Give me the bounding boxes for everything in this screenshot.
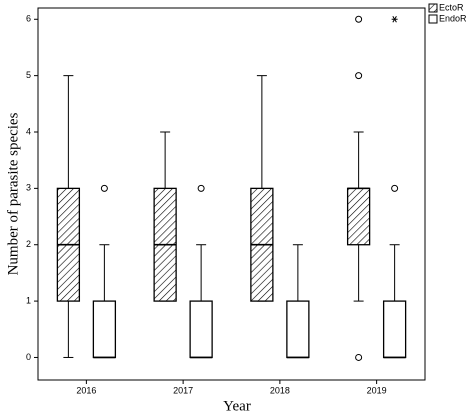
outlier xyxy=(100,184,108,192)
box xyxy=(92,300,117,359)
x-tick-label: 2017 xyxy=(173,385,193,395)
x-axis-label: Year xyxy=(223,398,251,414)
y-tick-label: 3 xyxy=(26,183,31,193)
y-tick-label: 5 xyxy=(26,70,31,80)
plot-frame xyxy=(37,7,426,381)
box xyxy=(346,187,371,246)
box xyxy=(189,300,213,359)
x-tick-label: 2018 xyxy=(270,385,290,395)
y-tick-label: 6 xyxy=(26,14,31,24)
y-tick-label: 0 xyxy=(26,352,31,362)
y-tick-label: 1 xyxy=(26,295,31,305)
y-tick-label: 4 xyxy=(26,126,31,136)
outlier xyxy=(355,15,363,23)
legend-swatch xyxy=(428,14,438,24)
y-axis-label: Number of parasite species xyxy=(5,112,21,275)
outlier xyxy=(355,353,363,361)
outlier xyxy=(391,184,399,192)
outlier xyxy=(197,184,205,192)
legend-label: EctoR xyxy=(439,2,464,12)
box xyxy=(286,300,310,359)
legend-label: EndoR xyxy=(439,13,467,23)
x-tick-label: 2016 xyxy=(76,385,96,395)
box xyxy=(382,300,407,359)
legend-swatch xyxy=(428,3,438,13)
y-tick-label: 2 xyxy=(26,239,31,249)
x-tick-label: 2019 xyxy=(367,385,387,395)
outlier xyxy=(355,72,363,80)
extreme xyxy=(391,16,398,23)
